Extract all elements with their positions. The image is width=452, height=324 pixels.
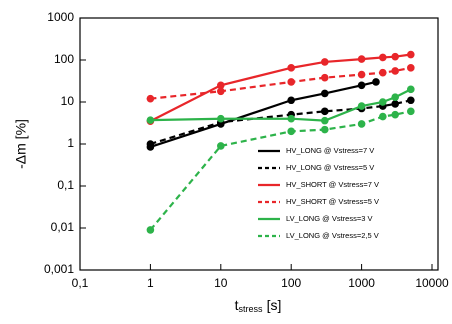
data-point bbox=[357, 102, 366, 110]
data-point bbox=[407, 85, 415, 94]
y-tick-label: 10 bbox=[61, 94, 75, 108]
data-point bbox=[320, 58, 329, 66]
data-point bbox=[320, 73, 329, 82]
data-point bbox=[378, 98, 387, 106]
data-point bbox=[217, 87, 225, 96]
data-point bbox=[407, 107, 415, 116]
data-point bbox=[146, 226, 155, 234]
x-axis-label-main: t bbox=[235, 297, 239, 313]
data-point bbox=[407, 50, 415, 59]
data-point bbox=[320, 125, 329, 134]
legend-label: LV_LONG @ Vstress=3 V bbox=[286, 214, 372, 223]
data-point bbox=[391, 110, 399, 119]
y-tick-label: 0,001 bbox=[44, 262, 74, 276]
data-point bbox=[320, 89, 329, 98]
data-point bbox=[357, 70, 366, 79]
x-axis-label-unit: [s] bbox=[267, 297, 282, 313]
data-point bbox=[146, 140, 155, 148]
legend-label: HV_SHORT @ Vstress=7 V bbox=[286, 180, 379, 189]
data-point bbox=[217, 114, 225, 123]
data-point bbox=[320, 107, 329, 116]
data-point bbox=[378, 53, 387, 62]
x-axis-label: tstress [s] bbox=[235, 297, 282, 315]
y-tick-label: 100 bbox=[54, 52, 74, 66]
x-tick-label: 100 bbox=[281, 276, 301, 290]
data-point bbox=[287, 96, 296, 105]
data-point bbox=[217, 142, 225, 150]
data-point bbox=[287, 127, 296, 136]
data-point bbox=[357, 120, 366, 128]
x-tick-label: 10 bbox=[214, 276, 228, 290]
data-point bbox=[146, 116, 155, 124]
data-point bbox=[372, 78, 380, 86]
y-tick-label: 0,1 bbox=[57, 178, 74, 192]
series-line bbox=[149, 53, 411, 123]
x-tick-label: 10000 bbox=[415, 276, 449, 290]
data-point bbox=[407, 64, 415, 72]
data-point bbox=[378, 68, 387, 77]
y-tick-label: 0,01 bbox=[51, 220, 75, 234]
y-tick-label: 1000 bbox=[47, 10, 74, 24]
data-point bbox=[320, 116, 329, 125]
data-point bbox=[357, 55, 366, 63]
x-tick-label: 1000 bbox=[348, 276, 375, 290]
data-point bbox=[287, 114, 296, 123]
data-point bbox=[407, 96, 415, 105]
data-point bbox=[391, 52, 399, 61]
data-point bbox=[391, 67, 399, 75]
data-point bbox=[217, 81, 225, 90]
x-axis-label-subscript: stress bbox=[239, 304, 264, 314]
y-tick-label: 1 bbox=[67, 136, 74, 150]
data-point bbox=[146, 94, 155, 103]
data-point bbox=[391, 93, 399, 102]
data-point bbox=[378, 112, 387, 121]
legend-label: HV_SHORT @ Vstress=5 V bbox=[286, 197, 379, 206]
legend-label: HV_LONG @ Vstress=7 V bbox=[286, 146, 374, 155]
x-tick-label: 1 bbox=[147, 276, 154, 290]
y-axis-label: -Δm [%] bbox=[13, 119, 29, 169]
data-point bbox=[287, 64, 296, 72]
series-line bbox=[150, 99, 412, 146]
data-point bbox=[391, 100, 399, 108]
legend-label: HV_LONG @ Vstress=5 V bbox=[286, 163, 374, 172]
legend-label: LV_LONG @ Vstress=2,5 V bbox=[286, 231, 379, 240]
data-point bbox=[357, 81, 366, 90]
x-tick-label: 0,1 bbox=[72, 276, 89, 290]
data-point bbox=[287, 78, 296, 86]
